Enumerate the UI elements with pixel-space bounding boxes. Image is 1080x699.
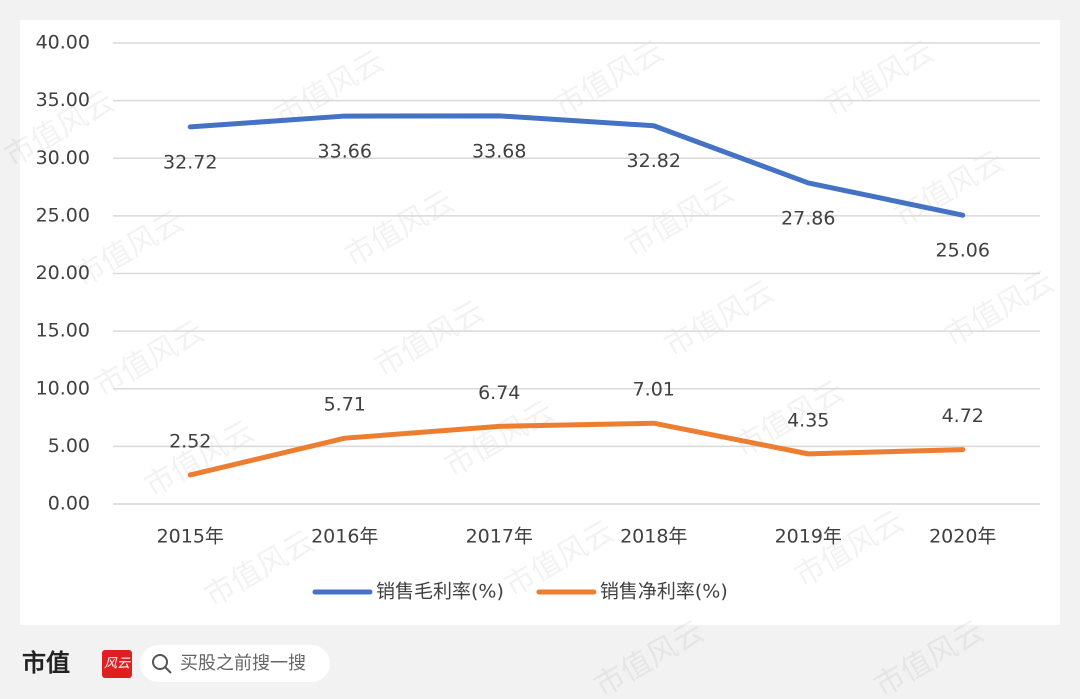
data-label: 4.72 (942, 405, 984, 427)
data-label: 7.01 (633, 379, 675, 401)
x-tick-label: 2018年 (620, 526, 687, 548)
chart: 0.00 5.00 10.00 15.00 20.00 25.00 30.00 35.00 40… (36, 32, 1040, 603)
legend-label: 销售净利率(%) (600, 581, 728, 603)
y-tick-label: 15.00 (36, 320, 90, 342)
x-tick-label: 2017年 (466, 526, 533, 548)
y-tick-label: 5.00 (48, 435, 90, 457)
data-label: 33.68 (472, 140, 526, 162)
data-label: 2.52 (169, 430, 211, 452)
data-label: 32.82 (627, 150, 681, 172)
search-icon (152, 654, 168, 670)
data-label: 4.35 (787, 409, 829, 431)
y-tick-label: 40.00 (36, 32, 90, 54)
search-placeholder: 买股之前搜一搜 (180, 653, 306, 674)
y-tick-label: 35.00 (36, 89, 90, 111)
data-label: 5.71 (324, 394, 366, 416)
logo: 风云 (104, 657, 131, 672)
brand: 市值 (22, 649, 70, 677)
data-label: 33.66 (318, 141, 372, 163)
y-tick-label: 0.00 (48, 493, 90, 515)
y-tick-label: 25.00 (36, 204, 90, 226)
logo-box (102, 650, 132, 678)
x-tick-label: 2019年 (775, 526, 842, 548)
x-tick-label: 2020年 (929, 526, 996, 548)
y-tick-label: 20.00 (36, 262, 90, 284)
legend-label: 销售毛利率(%) (376, 581, 504, 603)
y-tick-label: 30.00 (36, 147, 90, 169)
data-label: 25.06 (936, 240, 990, 262)
x-tick-label: 2015年 (157, 526, 224, 548)
series-line (187, 113, 966, 218)
series-line (187, 420, 966, 478)
data-label: 27.86 (781, 207, 835, 229)
data-label: 32.72 (163, 151, 217, 173)
search-box[interactable] (140, 645, 330, 682)
data-label: 6.74 (478, 382, 520, 404)
y-tick-label: 10.00 (36, 377, 90, 399)
search-icon-handle (164, 666, 172, 674)
x-tick-label: 2016年 (311, 526, 378, 548)
